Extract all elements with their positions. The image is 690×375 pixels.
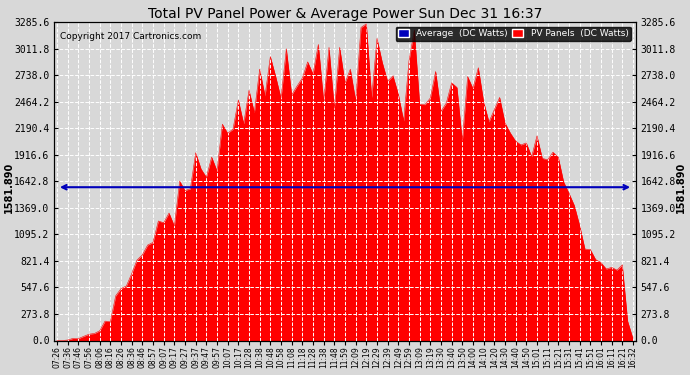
- Text: 1581.890: 1581.890: [676, 162, 687, 213]
- Text: 1581.890: 1581.890: [3, 162, 14, 213]
- Text: Copyright 2017 Cartronics.com: Copyright 2017 Cartronics.com: [60, 32, 201, 40]
- Legend: Average  (DC Watts), PV Panels  (DC Watts): Average (DC Watts), PV Panels (DC Watts): [395, 27, 631, 41]
- Title: Total PV Panel Power & Average Power Sun Dec 31 16:37: Total PV Panel Power & Average Power Sun…: [148, 7, 542, 21]
